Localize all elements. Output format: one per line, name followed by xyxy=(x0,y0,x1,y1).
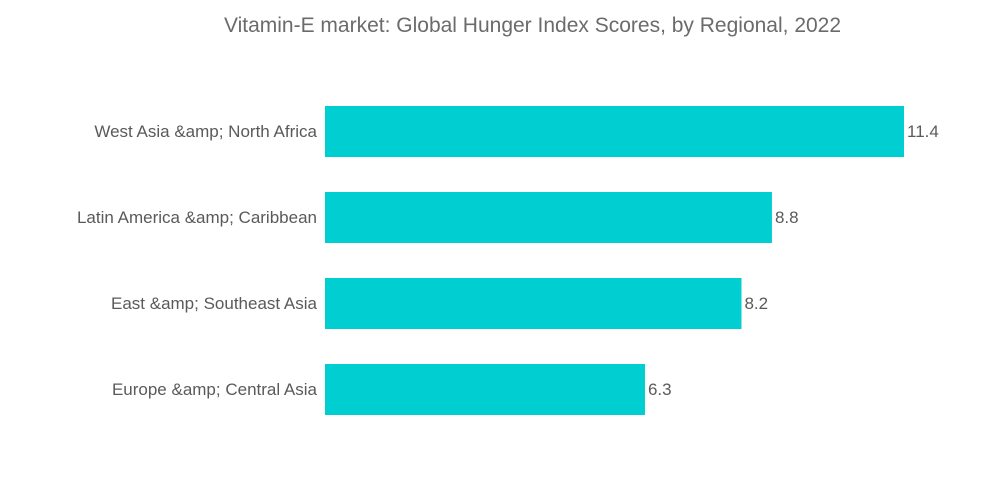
bar-3 xyxy=(325,364,645,415)
category-label-1: Latin America &amp; Caribbean xyxy=(77,208,317,227)
category-label-3: Europe &amp; Central Asia xyxy=(112,380,318,399)
value-label-2: 8.2 xyxy=(744,294,768,313)
chart-title: Vitamin-E market: Global Hunger Index Sc… xyxy=(223,14,842,37)
category-label-2: East &amp; Southeast Asia xyxy=(111,294,318,313)
bar-1 xyxy=(325,192,772,243)
value-label-3: 6.3 xyxy=(648,380,672,399)
bar-2 xyxy=(325,278,742,329)
category-label-0: West Asia &amp; North Africa xyxy=(94,122,317,141)
value-label-0: 11.4 xyxy=(907,122,939,141)
bar-0 xyxy=(325,106,904,157)
value-label-1: 8.8 xyxy=(775,208,799,227)
